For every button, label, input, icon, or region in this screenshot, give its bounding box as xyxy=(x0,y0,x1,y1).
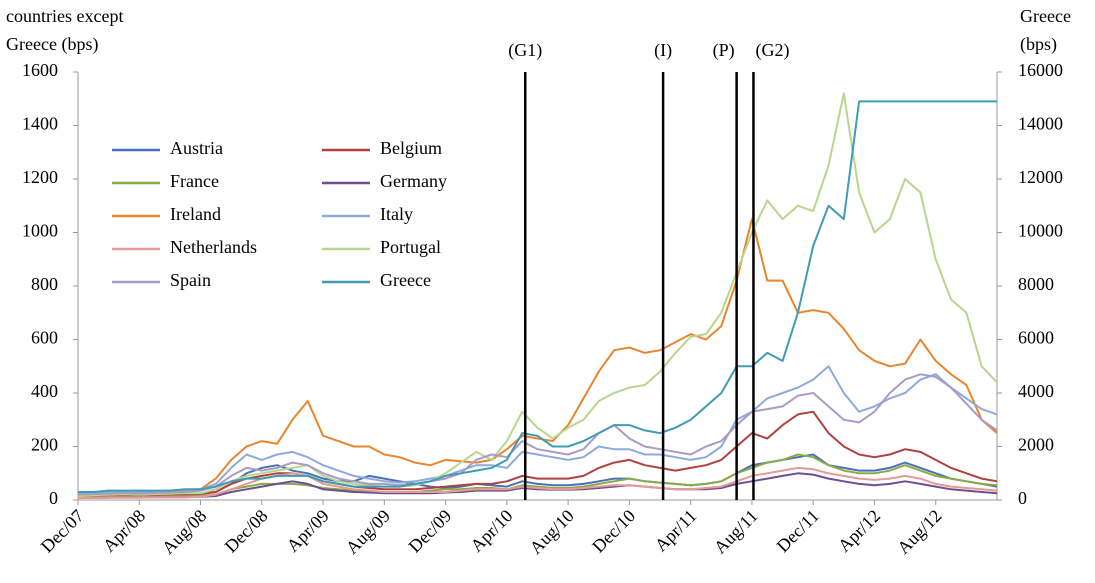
x-tick-label: Apr/11 xyxy=(651,506,701,556)
y2-tick-label: 2000 xyxy=(1018,435,1054,455)
y2-tick-label: 4000 xyxy=(1018,381,1054,401)
x-tick-label: Aug/11 xyxy=(710,506,762,558)
annotation-label: (G2) xyxy=(755,40,789,61)
x-tick-label: Aug/08 xyxy=(158,506,210,558)
x-tick-label: Aug/12 xyxy=(893,506,945,558)
y2-tick-label: 8000 xyxy=(1018,274,1054,294)
x-tick-label: Apr/10 xyxy=(466,506,516,556)
annotation-label: (I) xyxy=(654,40,672,61)
x-tick-label: Dec/07 xyxy=(37,506,88,557)
x-tick-label: Dec/11 xyxy=(773,506,823,556)
legend-label: Greece xyxy=(380,270,431,290)
y2-axis-label: Greece xyxy=(1020,6,1071,26)
series-line xyxy=(77,365,998,495)
legend-label: Netherlands xyxy=(170,237,257,257)
y-tick-label: 800 xyxy=(31,274,58,294)
y2-tick-label: 16000 xyxy=(1018,60,1063,80)
series-line xyxy=(78,100,997,493)
annotation-label: (G1) xyxy=(508,40,542,61)
y-tick-label: 1600 xyxy=(22,60,58,80)
y2-axis-label: (bps) xyxy=(1020,34,1057,55)
legend-label: Italy xyxy=(380,204,413,224)
y2-tick-label: 14000 xyxy=(1018,114,1063,134)
x-tick-label: Apr/08 xyxy=(99,506,149,556)
y2-tick-label: 6000 xyxy=(1018,328,1054,348)
series-line xyxy=(78,472,998,499)
x-tick-label: Dec/09 xyxy=(404,506,455,557)
series-line xyxy=(77,373,998,496)
legend-label: Portugal xyxy=(380,237,441,257)
legend-label: Spain xyxy=(170,270,211,290)
y2-tick-label: 0 xyxy=(1018,488,1027,508)
series-line xyxy=(77,218,998,497)
legend-label: Belgium xyxy=(380,138,442,158)
y2-tick-label: 10000 xyxy=(1018,221,1063,241)
x-tick-label: Aug/10 xyxy=(526,506,578,558)
y-axis-label: countries except xyxy=(6,6,123,26)
y-axis-label: Greece (bps) xyxy=(6,34,98,55)
legend-label: Ireland xyxy=(170,204,221,224)
y-tick-label: 1400 xyxy=(22,114,58,134)
series-line xyxy=(77,453,998,498)
x-tick-label: Dec/10 xyxy=(588,506,639,557)
y-tick-label: 400 xyxy=(31,381,58,401)
legend-label: Germany xyxy=(380,171,447,191)
x-tick-label: Apr/09 xyxy=(283,506,333,556)
legend-label: Austria xyxy=(170,138,223,158)
y-tick-label: 1000 xyxy=(22,221,58,241)
y-tick-label: 1200 xyxy=(22,167,58,187)
y-tick-label: 200 xyxy=(31,435,58,455)
legend-label: France xyxy=(170,171,219,191)
y2-tick-label: 12000 xyxy=(1018,167,1063,187)
x-tick-label: Aug/09 xyxy=(342,506,394,558)
y-tick-label: 0 xyxy=(49,488,58,508)
annotation-label: (P) xyxy=(713,40,735,61)
y-tick-label: 600 xyxy=(31,328,58,348)
series-line xyxy=(78,466,998,499)
series-line xyxy=(77,410,998,498)
x-tick-label: Dec/08 xyxy=(221,506,272,557)
x-tick-label: Apr/12 xyxy=(834,506,884,556)
